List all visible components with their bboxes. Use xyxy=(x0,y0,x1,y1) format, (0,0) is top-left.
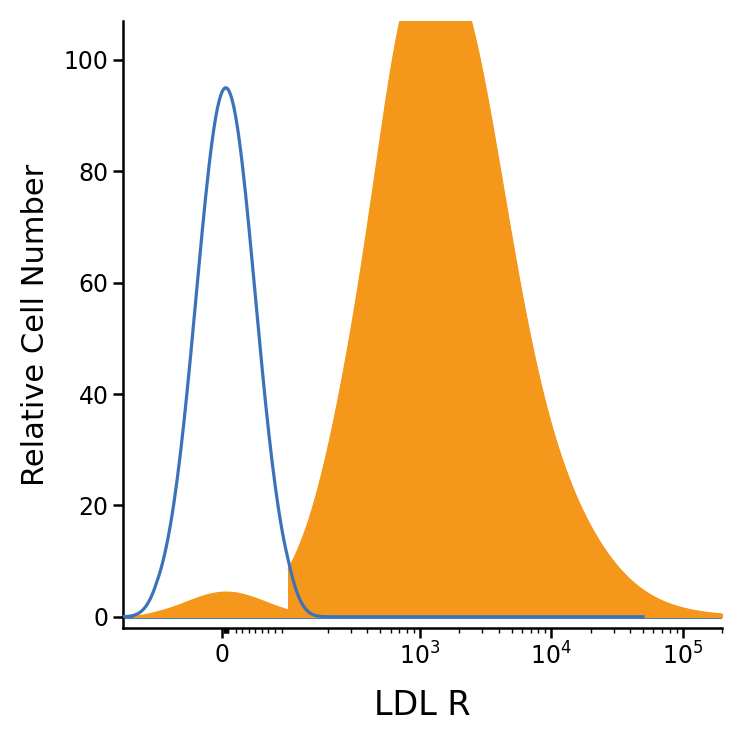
X-axis label: LDL R: LDL R xyxy=(374,690,471,722)
Y-axis label: Relative Cell Number: Relative Cell Number xyxy=(21,163,50,485)
